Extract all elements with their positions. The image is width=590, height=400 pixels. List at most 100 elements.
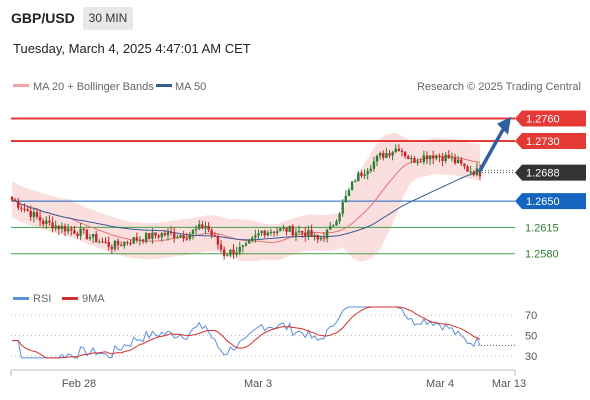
- candle: [304, 226, 307, 242]
- candle: [325, 228, 329, 243]
- candle: [232, 244, 235, 259]
- candle: [229, 248, 232, 258]
- level-tag-1.2730: [515, 133, 586, 150]
- candle: [120, 241, 123, 247]
- datetime-label: Tuesday, March 4, 2025 4:47:01 AM CET: [13, 41, 251, 56]
- candle: [388, 150, 391, 159]
- candle: [188, 231, 192, 241]
- forecast-arrow-head: [497, 116, 511, 135]
- current-price-label: 1.2688: [526, 168, 560, 180]
- candle: [279, 227, 282, 232]
- candle: [126, 240, 129, 246]
- candle: [32, 209, 36, 223]
- candle: [407, 154, 410, 160]
- candle: [444, 152, 447, 164]
- candle: [42, 218, 45, 228]
- candle: [466, 164, 469, 172]
- candle: [347, 187, 351, 197]
- level-tag-1.2760: [515, 110, 586, 127]
- candle: [151, 228, 154, 244]
- candle: [23, 203, 26, 213]
- candle: [382, 150, 385, 161]
- level-label-1.2730: 1.2730: [526, 136, 560, 148]
- candle: [316, 234, 319, 244]
- candle: [244, 241, 248, 247]
- candle: [66, 223, 70, 235]
- candle: [35, 207, 39, 220]
- candle: [441, 152, 444, 167]
- candle: [251, 235, 254, 243]
- candle: [185, 232, 188, 241]
- candle: [182, 230, 185, 243]
- candle: [222, 246, 226, 260]
- candle: [422, 150, 426, 165]
- rsi-ma-line: [12, 306, 481, 359]
- candle: [107, 236, 110, 251]
- candle: [95, 230, 98, 243]
- candle: [98, 239, 101, 244]
- candle: [194, 225, 198, 235]
- candle: [20, 205, 23, 212]
- candle: [129, 239, 132, 246]
- candle: [101, 237, 104, 244]
- candle: [235, 246, 238, 258]
- candle: [354, 179, 357, 183]
- candle: [329, 221, 332, 230]
- candle: [438, 153, 441, 163]
- candle: [366, 168, 369, 180]
- candle: [294, 228, 298, 241]
- rsi-line: [12, 306, 481, 359]
- candle: [385, 147, 388, 159]
- candle: [51, 216, 54, 233]
- candle: [60, 222, 64, 233]
- candle: [282, 224, 285, 232]
- candle: [29, 205, 32, 221]
- rsi-legend-label: RSI: [33, 293, 51, 305]
- candle: [123, 241, 126, 249]
- x-tick-mar3: Mar 3: [244, 378, 272, 390]
- candle: [247, 239, 251, 244]
- rsi-tick-70: 70: [525, 310, 537, 322]
- candle: [179, 233, 182, 238]
- candle: [132, 237, 135, 245]
- candle: [456, 155, 460, 164]
- candle: [45, 216, 48, 229]
- candle: [363, 169, 366, 179]
- candle: [13, 197, 17, 202]
- candle: [307, 225, 310, 240]
- candle: [135, 232, 138, 243]
- candle: [213, 231, 216, 238]
- candle: [472, 170, 475, 177]
- candle: [397, 144, 401, 152]
- candle: [76, 231, 79, 239]
- candle: [344, 190, 348, 203]
- candle: [428, 154, 432, 166]
- candle: [375, 154, 379, 167]
- candle: [410, 155, 413, 164]
- candle: [48, 215, 51, 226]
- candle: [160, 231, 163, 242]
- candle: [166, 228, 170, 241]
- candle: [241, 244, 245, 253]
- candle: [475, 162, 479, 177]
- candle: [419, 158, 422, 163]
- candle: [416, 158, 419, 166]
- candle: [63, 223, 67, 236]
- candle: [263, 229, 266, 239]
- candle: [341, 199, 344, 217]
- candle: [113, 239, 117, 252]
- candle: [391, 150, 394, 161]
- level-label-1.2580: 1.2580: [525, 249, 559, 261]
- candle: [322, 232, 326, 242]
- candle: [163, 230, 167, 237]
- candle: [54, 220, 57, 232]
- ma50-line: [11, 169, 481, 241]
- candle: [291, 224, 294, 238]
- candle: [79, 222, 82, 240]
- candle: [297, 225, 301, 234]
- candle: [88, 234, 92, 241]
- candle: [369, 164, 372, 174]
- interval-badge[interactable]: 30 MIN: [83, 7, 133, 30]
- candle: [10, 196, 14, 201]
- candle: [198, 220, 201, 231]
